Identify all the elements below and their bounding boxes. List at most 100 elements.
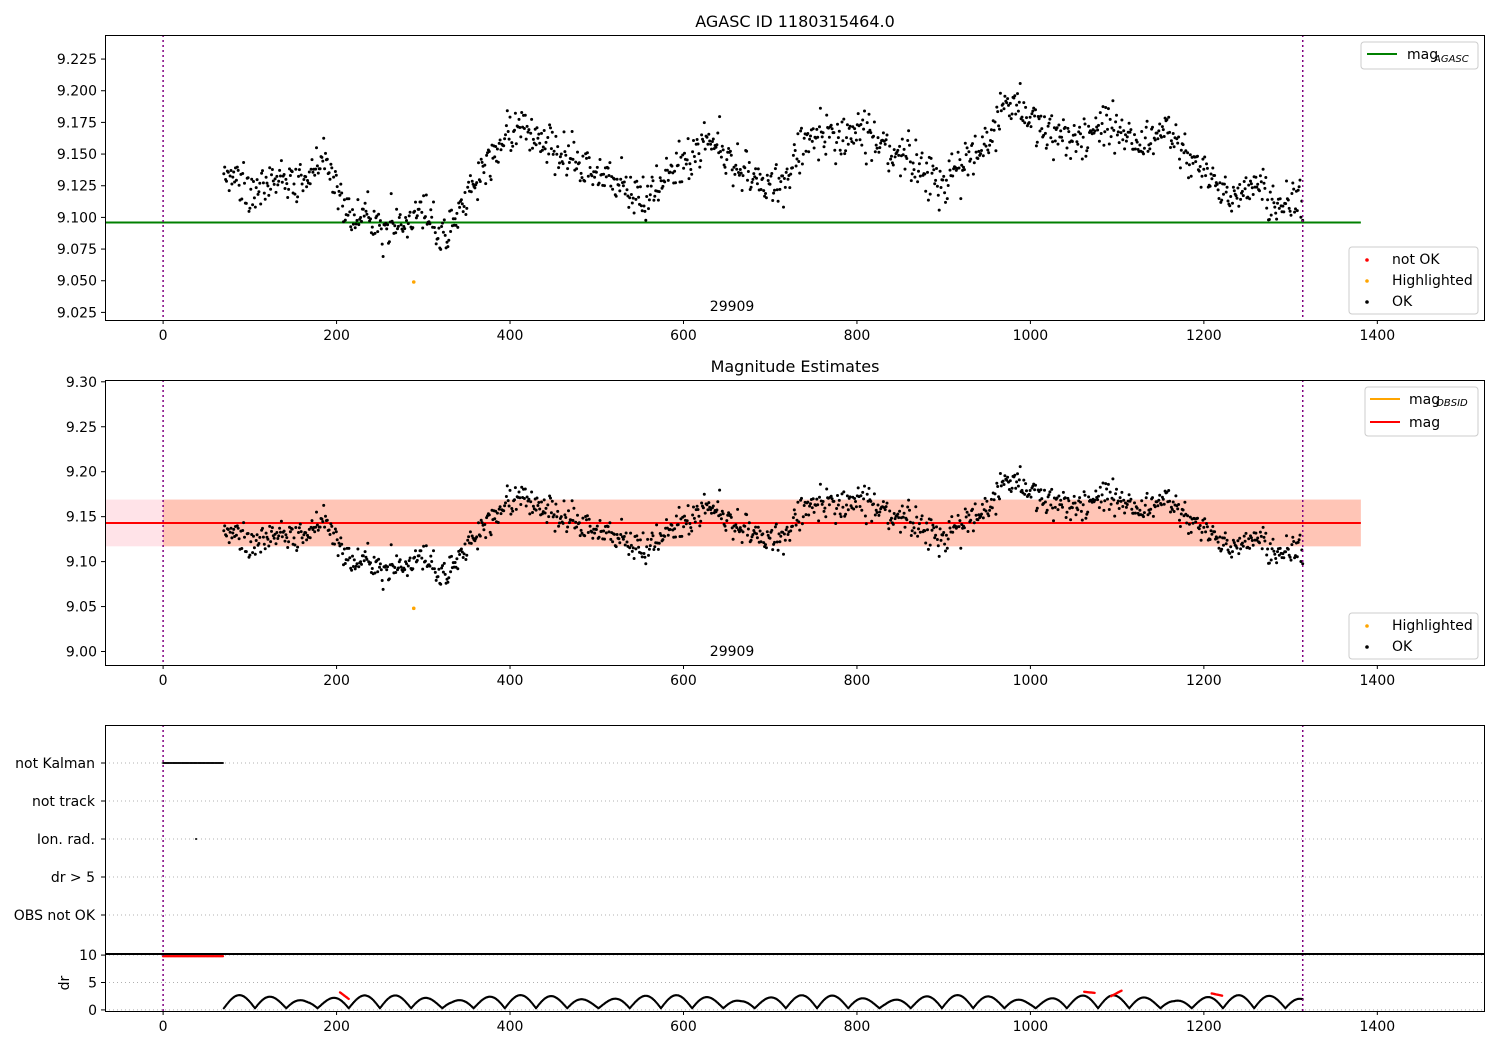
ok-point	[567, 144, 570, 148]
ok-point	[246, 532, 250, 535]
ok-point	[637, 195, 641, 199]
legend-mag-obsid-subscript: OBSID	[1436, 398, 1468, 409]
ok-point	[380, 242, 384, 246]
ok-point	[439, 582, 443, 586]
ok-point	[656, 198, 660, 202]
ok-point	[638, 185, 642, 189]
ok-point	[783, 185, 787, 189]
ok-point	[285, 536, 289, 540]
ok-point	[469, 541, 473, 545]
ok-point	[1006, 97, 1010, 101]
legend-mag-obsid-label: mag	[1409, 392, 1440, 408]
ok-point	[1223, 175, 1227, 179]
ok-point	[1295, 209, 1299, 213]
ok-point	[1148, 511, 1152, 515]
ok-point	[959, 546, 963, 550]
ok-point	[1099, 500, 1103, 504]
ok-point	[579, 171, 583, 175]
ok-point	[1204, 174, 1208, 178]
ok-point	[351, 222, 355, 226]
ok-point	[823, 140, 827, 144]
ok-point	[762, 189, 766, 193]
ok-point	[580, 176, 584, 180]
ok-point	[399, 223, 403, 227]
ok-point	[659, 534, 663, 537]
ok-point	[797, 160, 801, 163]
ok-point	[715, 143, 719, 147]
ok-point	[656, 547, 660, 551]
ok-point	[1151, 514, 1155, 518]
ok-point	[705, 503, 709, 507]
ok-point	[947, 520, 951, 523]
ok-point	[649, 184, 653, 188]
ok-point	[241, 529, 245, 532]
ok-point	[1260, 547, 1264, 551]
legend2-highlighted-label: Highlighted	[1392, 618, 1473, 634]
ok-point	[1211, 525, 1215, 528]
ok-point	[896, 148, 900, 152]
ok-point	[270, 529, 273, 533]
ok-point	[1048, 117, 1052, 121]
ok-point	[546, 136, 550, 139]
ok-point	[997, 124, 1001, 128]
ok-point	[258, 535, 262, 539]
ok-point	[842, 490, 846, 494]
ok-point	[460, 550, 464, 554]
ok-point	[1122, 498, 1126, 502]
ok-point	[987, 514, 991, 518]
ok-point	[414, 549, 417, 553]
ok-point	[1073, 501, 1077, 505]
x-tick-label: 600	[670, 328, 697, 344]
ok-point	[1270, 547, 1274, 551]
ok-point	[989, 128, 993, 132]
panel-magnitude-estimates: Magnitude Estimates 0 200 400 600 800 1000 120…	[66, 357, 1485, 689]
y-tick-label: 9.30	[66, 375, 97, 391]
ok-point	[1063, 125, 1067, 129]
obsid-label: 29909	[710, 299, 755, 315]
ok-point	[719, 155, 723, 159]
ok-point	[988, 508, 992, 512]
ok-point	[935, 538, 939, 541]
ok-point	[765, 173, 769, 177]
ok-point	[1145, 119, 1149, 123]
ok-point	[853, 497, 857, 500]
ok-point	[779, 534, 783, 538]
ok-point	[480, 521, 484, 525]
ok-point	[933, 182, 937, 186]
ok-point	[537, 132, 541, 136]
ok-point	[902, 511, 906, 515]
ok-point	[1216, 188, 1220, 192]
ok-point	[1123, 147, 1127, 151]
ok-point	[522, 497, 526, 500]
ok-point	[1263, 539, 1267, 543]
ok-point	[1272, 201, 1276, 205]
ok-point	[1231, 550, 1234, 554]
ok-point	[648, 193, 652, 197]
ok-point	[622, 180, 626, 184]
ok-point	[830, 497, 834, 501]
ok-point	[305, 185, 309, 189]
ok-point	[852, 507, 856, 511]
ok-point	[689, 526, 693, 530]
ok-point	[520, 111, 524, 114]
ok-point	[624, 175, 628, 179]
ok-point	[1157, 498, 1161, 502]
ok-point	[1248, 197, 1252, 201]
ok-point	[254, 186, 258, 190]
ok-point	[898, 144, 902, 148]
ok-point	[842, 117, 846, 121]
ok-point	[870, 159, 874, 162]
ok-point	[400, 227, 404, 231]
ok-point	[1161, 128, 1165, 132]
ok-point	[683, 151, 686, 155]
ok-point	[483, 163, 487, 167]
ok-point	[1060, 135, 1064, 139]
ok-point	[385, 568, 389, 572]
ok-point	[829, 494, 833, 498]
ok-point	[1236, 186, 1240, 190]
ok-point	[274, 190, 278, 194]
ok-point	[1076, 508, 1080, 512]
ok-point	[1050, 487, 1054, 491]
ok-point	[1275, 561, 1279, 565]
ok-point	[602, 172, 606, 176]
